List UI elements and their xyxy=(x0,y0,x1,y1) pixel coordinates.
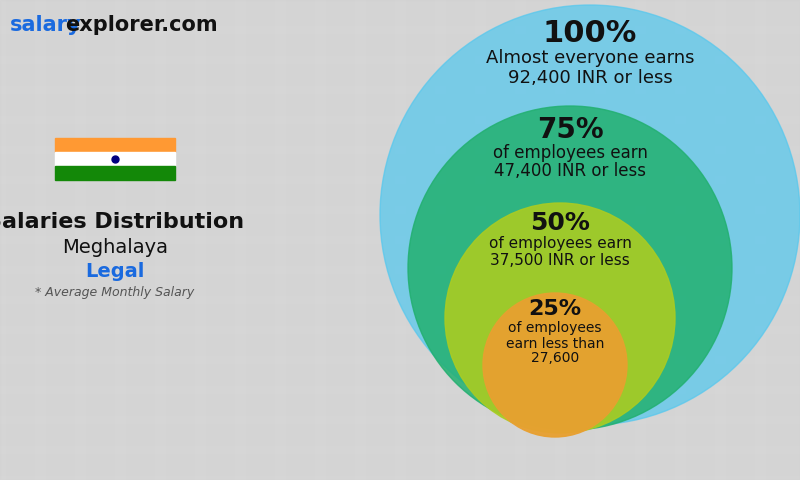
Text: 37,500 INR or less: 37,500 INR or less xyxy=(490,253,630,268)
Bar xyxy=(55,152,175,166)
Text: * Average Monthly Salary: * Average Monthly Salary xyxy=(35,286,194,299)
Text: Almost everyone earns: Almost everyone earns xyxy=(486,49,694,67)
Text: 47,400 INR or less: 47,400 INR or less xyxy=(494,162,646,180)
Circle shape xyxy=(380,5,800,425)
Text: of employees: of employees xyxy=(508,321,602,335)
Text: 25%: 25% xyxy=(529,299,582,319)
Circle shape xyxy=(408,106,732,430)
Text: 27,600: 27,600 xyxy=(531,351,579,365)
Bar xyxy=(55,138,175,152)
Text: Meghalaya: Meghalaya xyxy=(62,238,168,257)
Text: Salaries Distribution: Salaries Distribution xyxy=(0,212,244,232)
Text: Legal: Legal xyxy=(86,262,145,281)
Text: 50%: 50% xyxy=(530,211,590,235)
Text: 100%: 100% xyxy=(543,19,637,48)
Circle shape xyxy=(483,293,627,437)
Text: salary: salary xyxy=(10,15,82,35)
Bar xyxy=(55,166,175,180)
Text: 75%: 75% xyxy=(537,116,603,144)
Circle shape xyxy=(445,203,675,433)
Text: explorer.com: explorer.com xyxy=(65,15,218,35)
Text: earn less than: earn less than xyxy=(506,337,604,351)
Text: 92,400 INR or less: 92,400 INR or less xyxy=(508,69,672,87)
Text: of employees earn: of employees earn xyxy=(489,236,631,251)
Text: of employees earn: of employees earn xyxy=(493,144,647,162)
